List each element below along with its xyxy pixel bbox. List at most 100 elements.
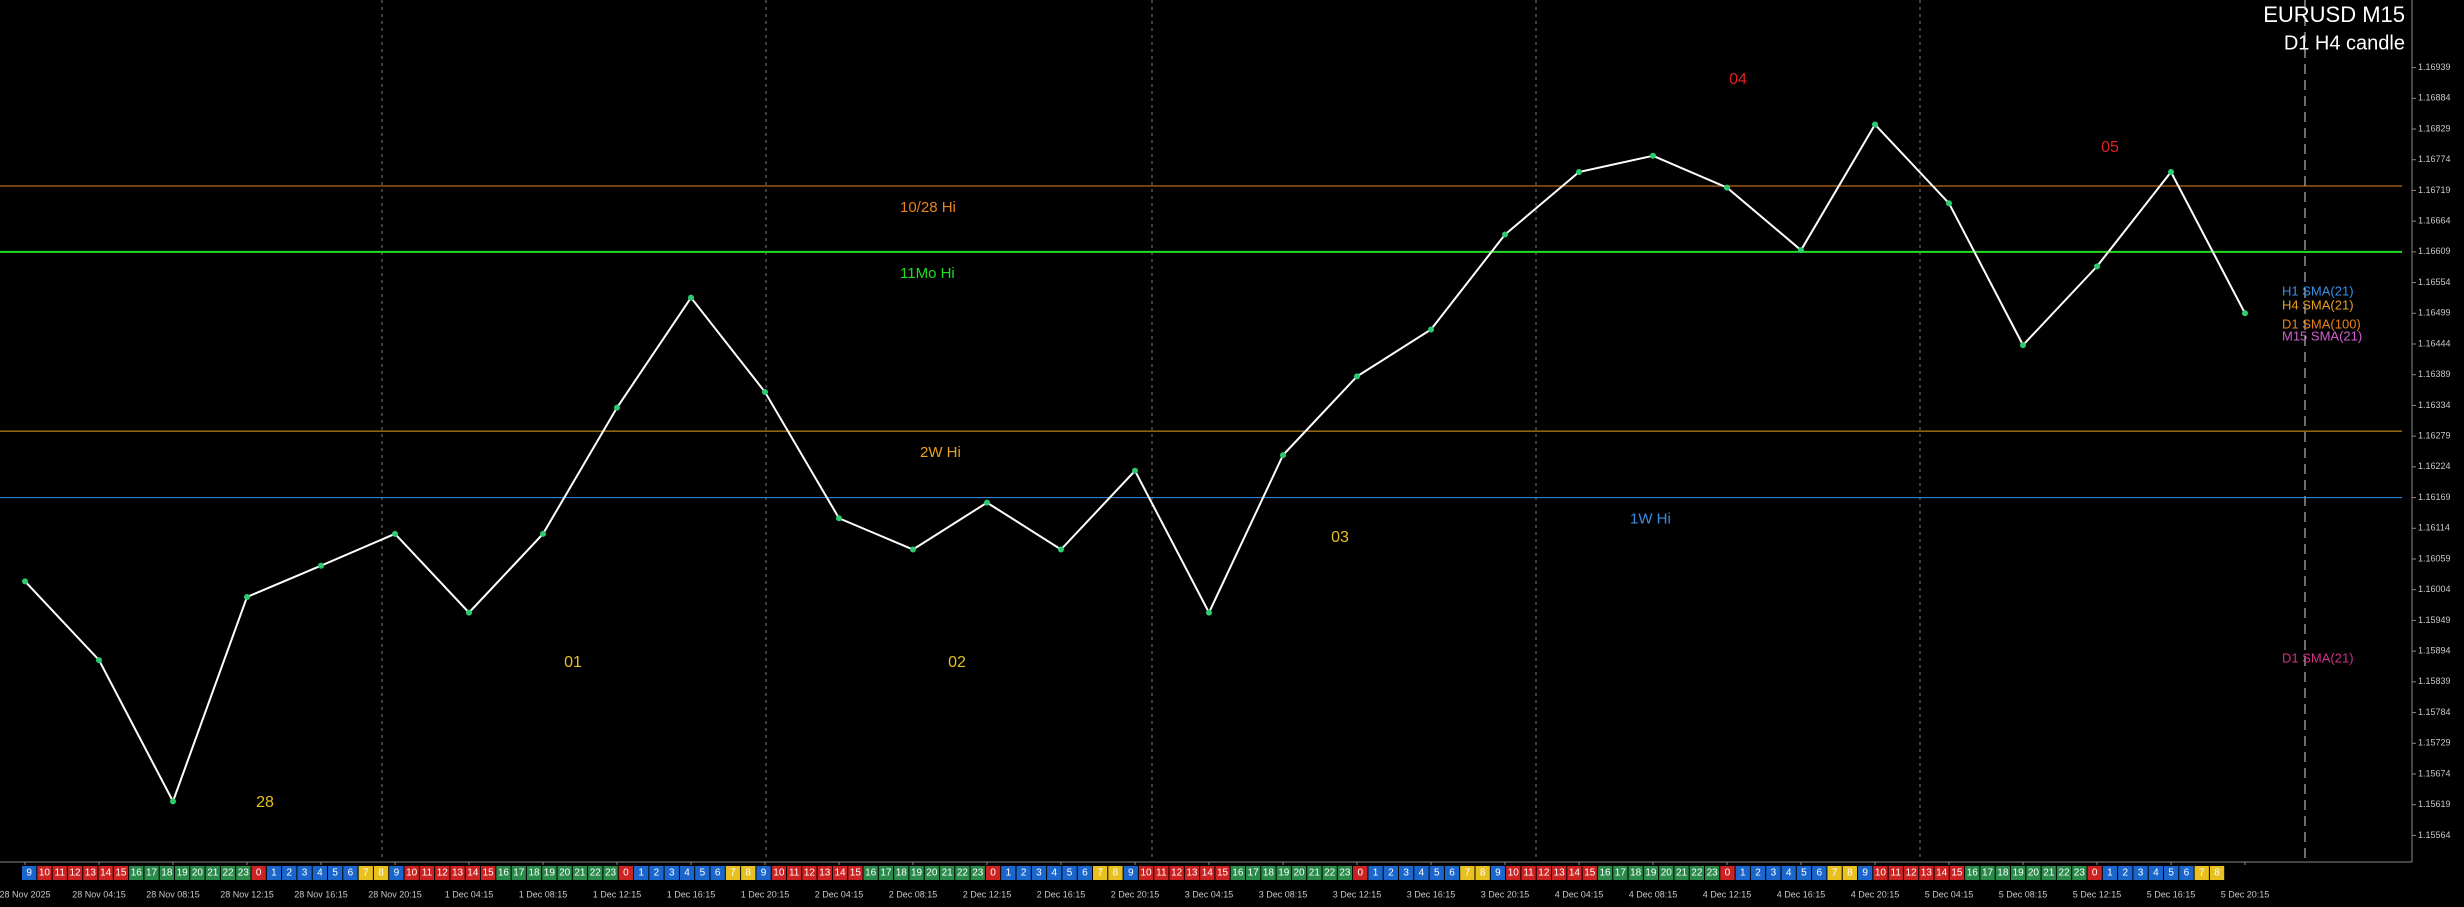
level-label: 11Mo Hi bbox=[900, 265, 955, 282]
hour-cell bbox=[419, 866, 435, 880]
indicator-label: D1 SMA(21) bbox=[2282, 650, 2354, 665]
hour-label: 2 bbox=[1021, 868, 1027, 879]
hour-cell bbox=[1444, 866, 1460, 880]
price-point bbox=[2094, 263, 2100, 270]
price-point bbox=[170, 798, 176, 805]
hour-cell bbox=[1903, 866, 1919, 880]
hour-cell bbox=[1873, 866, 1888, 880]
x-tick-label: 2 Dec 04:15 bbox=[815, 889, 864, 899]
hour-label: 16 bbox=[1232, 868, 1244, 879]
price-point bbox=[1502, 231, 1508, 238]
hour-cell bbox=[83, 866, 98, 880]
hour-cell bbox=[710, 866, 725, 880]
hour-cell bbox=[557, 866, 572, 880]
hour-cell bbox=[1169, 866, 1184, 880]
hour-label: 23 bbox=[1707, 868, 1719, 879]
hour-cell bbox=[404, 866, 419, 880]
hour-label: 1 bbox=[638, 868, 644, 879]
hour-label: 14 bbox=[834, 868, 846, 879]
hour-label: 22 bbox=[222, 868, 234, 879]
price-point bbox=[244, 593, 250, 600]
hour-cell bbox=[924, 866, 939, 880]
hour-label: 12 bbox=[437, 868, 449, 879]
hour-label: 20 bbox=[926, 868, 938, 879]
hour-label: 8 bbox=[2214, 868, 2220, 879]
price-point bbox=[392, 530, 398, 537]
hour-label: 19 bbox=[177, 868, 189, 879]
hour-label: 7 bbox=[2199, 868, 2205, 879]
hour-cell bbox=[2087, 866, 2102, 880]
y-tick-label: 1.16169 bbox=[2418, 492, 2451, 502]
x-tick-label: 1 Dec 12:15 bbox=[593, 889, 642, 899]
hour-label: 10 bbox=[406, 868, 418, 879]
hour-cell bbox=[1093, 866, 1108, 880]
hour-label: 18 bbox=[528, 868, 540, 879]
hour-label: 21 bbox=[2043, 868, 2055, 879]
price-point bbox=[688, 294, 694, 301]
hour-label: 1 bbox=[2107, 868, 2113, 879]
price-point bbox=[2168, 169, 2174, 175]
hour-label: 5 bbox=[1434, 868, 1440, 879]
hour-cell bbox=[1674, 866, 1689, 880]
hour-cell bbox=[1200, 866, 1215, 880]
hour-label: 10 bbox=[1875, 868, 1887, 879]
hour-cell bbox=[2118, 866, 2133, 880]
level-label: 2W Hi bbox=[920, 444, 961, 461]
hour-cell bbox=[1552, 866, 1567, 880]
price-point bbox=[2242, 310, 2248, 317]
hour-cell bbox=[771, 866, 786, 880]
y-tick-label: 1.15619 bbox=[2418, 799, 2451, 809]
hour-label: 0 bbox=[2092, 868, 2098, 879]
x-tick-label: 3 Dec 20:15 bbox=[1481, 889, 1530, 899]
hour-cell bbox=[1689, 866, 1704, 880]
hour-label: 11 bbox=[55, 868, 66, 879]
hour-cell bbox=[1383, 866, 1398, 880]
hour-cell bbox=[205, 866, 220, 880]
hour-cell bbox=[1842, 866, 1857, 880]
hour-label: 20 bbox=[192, 868, 204, 879]
hour-cell bbox=[1659, 866, 1674, 880]
hour-label: 0 bbox=[990, 868, 996, 879]
hour-label: 9 bbox=[1128, 868, 1134, 879]
hour-cell bbox=[251, 866, 266, 880]
indicator-label: H1 SMA(21) bbox=[2282, 283, 2354, 298]
hour-cell bbox=[129, 866, 144, 880]
price-point bbox=[1058, 546, 1064, 553]
price-point bbox=[1576, 169, 1582, 175]
hour-label: 11 bbox=[789, 868, 800, 879]
hour-label: 22 bbox=[1324, 868, 1336, 879]
hour-label: 19 bbox=[544, 868, 556, 879]
y-tick-label: 1.16224 bbox=[2418, 461, 2451, 471]
hour-label: 4 bbox=[2153, 868, 2159, 879]
hour-label: 9 bbox=[394, 868, 400, 879]
hour-cell bbox=[1750, 866, 1766, 880]
hour-label: 9 bbox=[26, 868, 32, 879]
hour-label: 0 bbox=[256, 868, 262, 879]
hour-label: 17 bbox=[146, 868, 158, 879]
hour-label: 21 bbox=[942, 868, 954, 879]
hour-label: 16 bbox=[865, 868, 877, 879]
chart-title: EURUSD M15 bbox=[2263, 2, 2405, 27]
x-tick-label: 3 Dec 08:15 bbox=[1259, 889, 1308, 899]
hour-label: 11 bbox=[422, 868, 433, 879]
hour-cell bbox=[1812, 866, 1827, 880]
hour-cell bbox=[970, 866, 985, 880]
y-tick-label: 1.16389 bbox=[2418, 369, 2451, 379]
hour-cell bbox=[1230, 866, 1245, 880]
x-tick-label: 3 Dec 16:15 bbox=[1407, 889, 1456, 899]
hour-cell bbox=[1123, 866, 1138, 880]
hour-cell bbox=[1154, 866, 1169, 880]
y-tick-label: 1.15894 bbox=[2418, 646, 2451, 656]
y-tick-label: 1.15674 bbox=[2418, 768, 2451, 778]
y-tick-label: 1.16004 bbox=[2418, 584, 2451, 594]
hour-label: 4 bbox=[1051, 868, 1057, 879]
price-point bbox=[540, 530, 546, 537]
hour-cell bbox=[2148, 866, 2163, 880]
hour-cell bbox=[2102, 866, 2118, 880]
hour-cell bbox=[955, 866, 970, 880]
hour-label: 20 bbox=[1661, 868, 1673, 879]
y-tick-label: 1.16059 bbox=[2418, 553, 2451, 563]
hour-cell bbox=[236, 866, 251, 880]
y-tick-label: 1.16279 bbox=[2418, 431, 2451, 441]
